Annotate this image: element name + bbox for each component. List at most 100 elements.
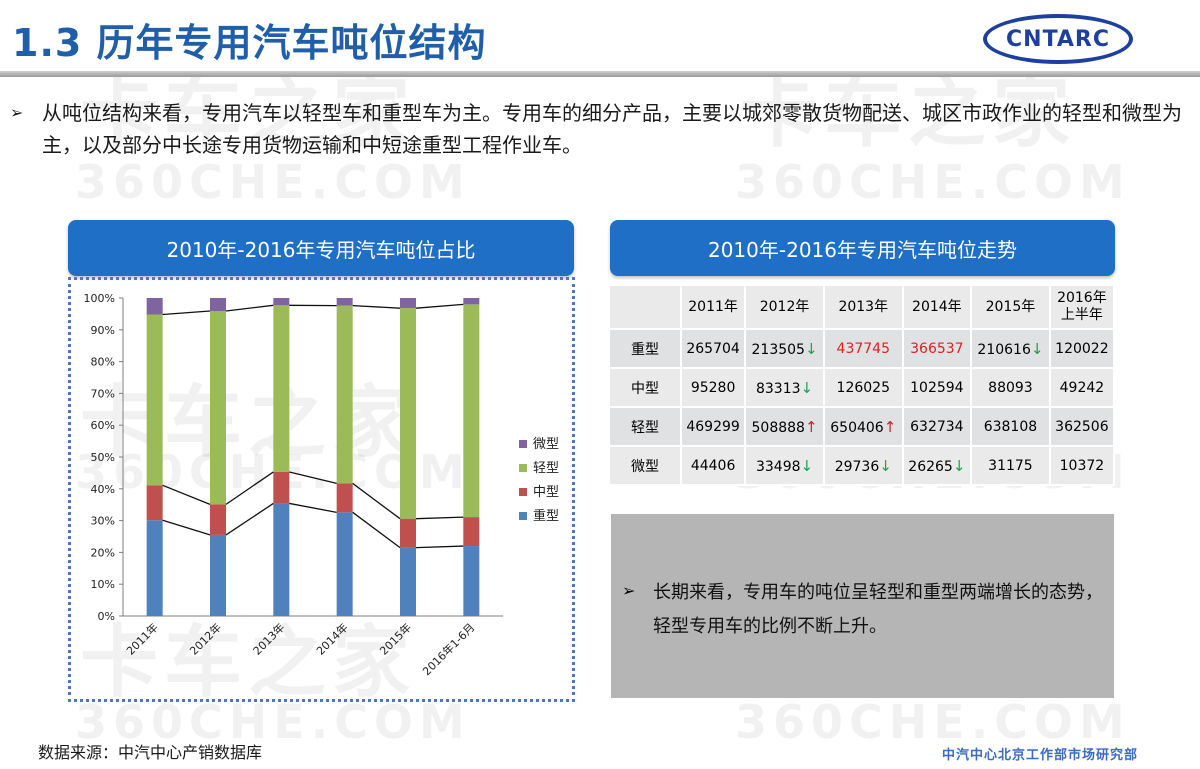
cell-value: 650406 xyxy=(830,419,884,436)
cell-value: 638108 xyxy=(983,418,1038,435)
x-tick-label: 2011年 xyxy=(123,620,160,657)
bar-segment xyxy=(336,512,353,616)
table-cell: 469299 xyxy=(682,408,747,447)
cell-value: 95280 xyxy=(690,379,736,396)
cell-value: 632734 xyxy=(910,418,964,435)
series-line xyxy=(225,471,274,505)
table-cell: 437745 xyxy=(824,330,904,369)
legend-label: 中型 xyxy=(533,485,559,500)
series-line xyxy=(352,482,401,520)
cell-value: 210616 xyxy=(977,341,1031,358)
bar-segment xyxy=(336,305,353,484)
bar-segment xyxy=(273,471,290,504)
bar-segment xyxy=(273,503,290,616)
x-tick-label: 2012年 xyxy=(187,620,224,657)
y-tick-label: 90% xyxy=(91,324,115,337)
table-cell: 29736↓ xyxy=(824,447,904,486)
table-header-cell: 2014年 xyxy=(903,286,973,330)
table-cell: 44406 xyxy=(682,447,747,486)
cell-value: 33498 xyxy=(755,458,801,475)
series-line xyxy=(225,502,274,536)
series-line xyxy=(415,545,464,549)
arrow-up-icon: ↑ xyxy=(804,417,818,436)
legend-swatch xyxy=(519,488,527,496)
x-tick-label: 2016年1-6月 xyxy=(419,620,477,678)
bar-segment xyxy=(210,534,226,616)
table-header-cell: 2016年 上半年 xyxy=(1050,286,1115,330)
table-panel-title: 2010年-2016年专用汽车吨位走势 xyxy=(610,220,1115,276)
cell-value: 49242 xyxy=(1059,379,1105,396)
page-title: 1.3 历年专用汽车吨位结构 xyxy=(12,21,487,65)
row-label: 中型 xyxy=(610,369,682,408)
cell-value: 437745 xyxy=(836,340,890,357)
table-cell: 213505↓ xyxy=(746,330,825,369)
series-line xyxy=(415,516,464,520)
cell-value: 10372 xyxy=(1059,457,1105,474)
row-label: 重型 xyxy=(610,330,682,369)
table-cell: 210616↓ xyxy=(972,330,1051,369)
bar-segment xyxy=(463,298,480,305)
bar-segment xyxy=(400,547,416,616)
cell-value: 126025 xyxy=(836,379,890,396)
stacked-bar-chart: 0% 10% 20% 30% 40% 50% 60% 70% 80% 90% 100% 2011年 20… xyxy=(68,277,575,702)
bar-segment xyxy=(400,518,416,548)
bar-segment xyxy=(273,305,290,472)
table-cell: 265704 xyxy=(682,330,747,369)
table-cell: 362506 xyxy=(1050,408,1115,447)
table-cell: 366537 xyxy=(903,330,973,369)
table-cell: 508888↑ xyxy=(746,408,825,447)
table-row: 重型 265704 213505↓ 437745 366537 210616↓ 120022 xyxy=(610,330,1115,369)
cell-value: 88093 xyxy=(988,379,1033,396)
y-tick-label: 40% xyxy=(91,483,115,496)
series-line xyxy=(162,519,211,536)
table-cell: 95280 xyxy=(682,369,747,408)
logo-text: CNTARC xyxy=(1006,26,1110,52)
cell-value: 469299 xyxy=(686,418,740,435)
bar-segment xyxy=(400,308,416,519)
cell-value: 31175 xyxy=(988,457,1033,474)
watermark-url: 360CHE.COM xyxy=(735,155,1131,209)
table-cell: 26265↓ xyxy=(903,447,973,486)
bar-segment xyxy=(146,314,163,486)
legend-swatch xyxy=(519,464,527,472)
x-tick-label: 2013年 xyxy=(250,620,287,657)
conclusion-text: 长期来看，专用车的吨位呈轻型和重型两端增长的态势，轻型专用车的比例不断上升。 xyxy=(653,582,1103,637)
series-line xyxy=(415,303,464,309)
y-tick-label: 100% xyxy=(84,292,115,305)
cell-value: 102594 xyxy=(910,379,964,396)
table-corner-cell xyxy=(610,286,682,330)
bar-segment xyxy=(146,485,163,521)
bar-segment xyxy=(336,483,353,513)
table-cell: 83313↓ xyxy=(746,369,825,408)
cell-value: 120022 xyxy=(1055,340,1109,357)
bullet-arrow-icon: ➢ xyxy=(622,581,636,600)
series-line xyxy=(225,304,274,312)
y-tick-label: 0% xyxy=(98,610,115,623)
table-row: 微型 44406 33498↓ 29736↓ 26265↓ 31175 10372 xyxy=(610,447,1115,486)
cell-value: 366537 xyxy=(910,340,964,357)
y-tick-label: 70% xyxy=(91,387,115,400)
series-line xyxy=(352,511,401,549)
conclusion-box: ➢ 长期来看，专用车的吨位呈轻型和重型两端增长的态势，轻型专用车的比例不断上升。 xyxy=(611,514,1114,698)
bar-segment xyxy=(273,298,290,306)
table-cell: 10372 xyxy=(1050,447,1115,486)
watermark-url: 360CHE.COM xyxy=(735,695,1131,749)
cell-value: 265704 xyxy=(686,340,740,357)
bar-segment xyxy=(463,546,480,616)
series-line xyxy=(289,471,337,485)
chart-canvas: 0% 10% 20% 30% 40% 50% 60% 70% 80% 90% 100% 2011年 20… xyxy=(84,292,559,678)
intro-text: 从吨位结构来看，专用汽车以轻型车和重型车为主。专用车的细分产品，主要以城郊零散货… xyxy=(42,101,1182,157)
arrow-down-icon: ↓ xyxy=(879,456,892,475)
bar-segment xyxy=(210,298,226,312)
arrow-down-icon: ↓ xyxy=(804,339,818,358)
bar-segment xyxy=(463,517,480,547)
slide-header: 1.3 历年专用汽车吨位结构 CNTARC xyxy=(0,0,1200,77)
table-cell: 120022 xyxy=(1050,330,1115,369)
table-cell: 638108 xyxy=(972,408,1051,447)
table-header-cell: 2013年 xyxy=(824,286,904,330)
table-cell: 650406↑ xyxy=(824,408,904,447)
arrow-down-icon: ↓ xyxy=(952,456,966,475)
y-tick-label: 20% xyxy=(91,546,115,559)
series-line xyxy=(352,304,401,309)
table-cell: 88093 xyxy=(972,369,1051,408)
